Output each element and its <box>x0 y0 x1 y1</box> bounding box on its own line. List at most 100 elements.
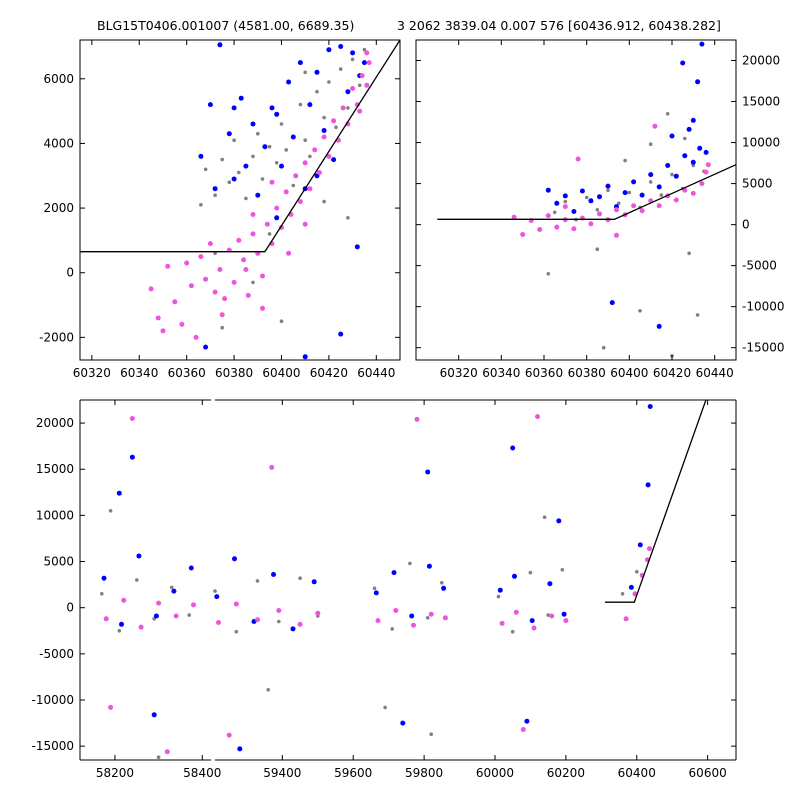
data-point-grey <box>327 80 331 84</box>
x-tick-label: 60320 <box>440 366 478 380</box>
data-point-blue <box>512 573 517 579</box>
data-point-pink <box>276 608 282 613</box>
data-point-grey <box>601 345 606 350</box>
data-point-grey <box>232 138 236 142</box>
data-point-grey <box>203 167 208 172</box>
data-point-blue <box>255 192 261 198</box>
data-point-grey <box>260 177 265 181</box>
data-point-grey <box>279 122 284 126</box>
data-point-blue <box>628 584 634 590</box>
data-point-grey <box>135 578 139 582</box>
data-point-blue <box>198 153 204 159</box>
data-point-grey <box>322 115 326 120</box>
data-point-blue <box>426 563 432 569</box>
data-point-grey <box>227 180 232 184</box>
data-point-pink <box>316 170 322 175</box>
x-tick-label: 60440 <box>357 366 395 380</box>
y-tick-label: -2000 <box>39 330 74 344</box>
x-tick-label: 60600 <box>689 766 727 780</box>
data-point-grey <box>156 755 161 759</box>
data-point-grey <box>623 158 627 163</box>
data-point-blue <box>639 192 645 198</box>
data-point-pink <box>312 147 318 153</box>
data-point-grey <box>620 592 625 596</box>
data-point-grey <box>350 57 355 62</box>
x-tick-label: 59600 <box>334 766 372 780</box>
data-point-grey <box>117 629 122 633</box>
data-point-pink <box>631 203 637 209</box>
data-point-blue <box>609 300 615 306</box>
data-point-blue <box>314 69 320 75</box>
data-point-grey <box>546 272 551 276</box>
data-point-grey <box>346 106 350 110</box>
data-point-blue <box>231 105 237 111</box>
data-point-grey <box>695 313 700 317</box>
data-point-grey <box>648 180 653 184</box>
data-point-blue <box>214 594 220 600</box>
data-point-blue <box>237 746 243 752</box>
y-tick-label: -5000 <box>39 647 74 661</box>
data-point-grey <box>266 688 271 692</box>
data-point-pink <box>442 615 448 621</box>
data-point-pink <box>216 620 221 625</box>
data-point-pink <box>639 208 645 214</box>
data-point-pink <box>173 613 179 619</box>
data-point-pink <box>121 597 127 603</box>
data-point-blue <box>207 102 213 108</box>
data-point-grey <box>251 280 255 285</box>
panel-top-left: 60320 60340 60360 60380 60400 60420 60440 -2000… <box>39 39 401 380</box>
data-point-grey <box>584 195 589 200</box>
data-point-pink <box>652 123 658 129</box>
data-point-grey <box>542 515 547 519</box>
data-point-blue <box>669 133 675 139</box>
data-point-blue <box>637 542 643 548</box>
data-point-grey <box>291 183 296 188</box>
data-point-pink <box>499 620 505 626</box>
data-point-grey <box>274 161 279 165</box>
data-point-pink <box>614 207 619 213</box>
data-point-blue <box>545 187 551 193</box>
data-point-blue <box>311 579 317 585</box>
y-tick-label: 10000 <box>742 136 780 150</box>
data-point-pink <box>554 224 560 230</box>
data-point-grey <box>627 190 632 195</box>
data-point-pink <box>350 86 356 91</box>
data-point-pink <box>359 73 365 79</box>
scatter-layer <box>437 41 736 358</box>
y-tick-label: -5000 <box>742 259 777 273</box>
data-point-grey <box>308 154 312 159</box>
data-point-pink <box>250 231 256 237</box>
x-tick-label: 60420 <box>653 366 691 380</box>
data-point-blue <box>231 176 237 182</box>
data-point-pink <box>588 221 594 227</box>
data-point-blue <box>686 126 692 132</box>
data-point-pink <box>198 254 204 260</box>
data-point-pink <box>184 260 190 266</box>
x-tick-label: 60340 <box>120 366 158 380</box>
data-point-grey <box>338 67 343 71</box>
data-point-pink <box>269 179 275 185</box>
data-point-pink <box>293 173 299 179</box>
data-point-pink <box>315 610 321 616</box>
data-point-pink <box>366 60 372 66</box>
y-tick-label: 2000 <box>43 201 74 215</box>
data-point-grey <box>606 188 610 192</box>
x-tick-label: 60340 <box>482 366 520 380</box>
data-point-grey <box>595 247 600 251</box>
data-point-grey <box>616 201 621 206</box>
data-point-blue <box>354 244 360 250</box>
data-point-pink <box>357 108 363 114</box>
data-point-pink <box>172 299 178 305</box>
data-point-pink <box>597 211 602 217</box>
x-tick-label: 58200 <box>96 766 134 780</box>
data-point-grey <box>665 112 670 116</box>
data-point-blue <box>338 44 344 49</box>
data-point-blue <box>529 618 535 624</box>
data-point-blue <box>524 718 530 724</box>
data-point-grey <box>251 154 255 159</box>
data-point-grey <box>638 309 642 313</box>
data-point-pink <box>571 226 577 232</box>
data-point-grey <box>322 199 326 204</box>
y-tick-label: -15000 <box>31 739 74 753</box>
data-point-blue <box>588 198 594 204</box>
